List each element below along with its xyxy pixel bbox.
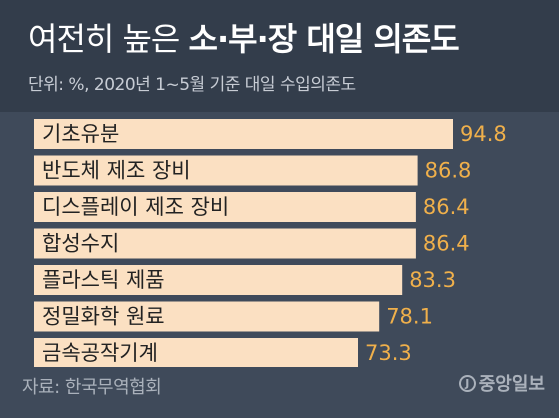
category-label: 기초유분	[42, 122, 119, 146]
value-label: 86.8	[425, 159, 472, 183]
chart-subtitle: 단위: %, 2020년 1~5월 기준 대일 수입의존도	[28, 75, 356, 95]
value-label: 78.1	[386, 305, 433, 329]
brand-name: 중앙일보	[478, 374, 545, 395]
category-label: 정밀화학 원료	[42, 305, 165, 329]
value-label: 86.4	[423, 195, 470, 219]
title-bold: 소·부·장 대일 의존도	[188, 20, 460, 58]
source-note: 자료: 한국무역협회	[22, 377, 162, 398]
category-label: 디스플레이 제조 장비	[42, 195, 229, 219]
value-label: 83.3	[409, 268, 456, 292]
chart-title: 여전히 높은 소·부·장 대일 의존도	[28, 14, 460, 60]
bar	[34, 119, 453, 149]
category-label: 합성수지	[42, 232, 119, 256]
category-label: 플라스틱 제품	[42, 268, 165, 292]
bar	[34, 338, 358, 367]
bar	[34, 265, 403, 295]
bar	[34, 155, 418, 186]
bar	[34, 192, 416, 222]
brand-logo: J 중앙일보	[458, 370, 545, 396]
category-label: 금속공작기계	[42, 341, 158, 365]
header-band: 여전히 높은 소·부·장 대일 의존도 단위: %, 2020년 1~5월 기준…	[0, 0, 559, 112]
value-label: 73.3	[365, 341, 412, 365]
bar	[34, 228, 416, 259]
bar	[34, 301, 380, 332]
title-light: 여전히 높은	[28, 20, 180, 58]
category-label: 반도체 제조 장비	[42, 159, 191, 183]
value-label: 86.4	[423, 232, 470, 256]
bar-chart: 기초유분 94.8 반도체 제조 장비 86.8 디스플레이 제조 장비 86.4 합성수지…	[34, 119, 507, 367]
value-label: 94.8	[460, 122, 507, 146]
brand-mark-icon: J	[458, 374, 476, 392]
